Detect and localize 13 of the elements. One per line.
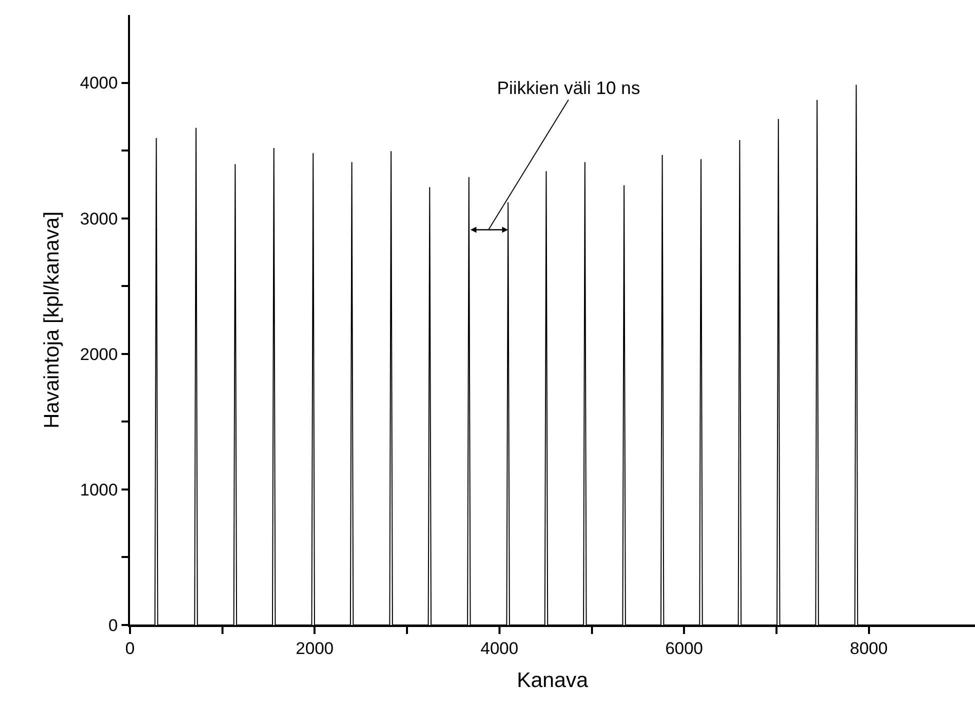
x-tick-label: 2000 [296,639,334,658]
y-axis-title: Havaintoja [kpl/kanava] [40,211,64,429]
y-tick-label: 3000 [80,209,118,228]
annotation: Piikkien väli 10 ns [497,78,640,98]
x-tick-label: 0 [125,639,135,658]
y-tick-label: 2000 [80,344,118,364]
x-tick-label: 6000 [665,639,704,658]
y-tick-label: 0 [108,616,118,635]
y-tick-label: 1000 [80,480,118,500]
x-axis-title: Kanava [516,668,588,692]
x-tick-label: 8000 [850,639,888,658]
x-tick-label: 4000 [480,639,518,658]
y-tick-label: 4000 [80,74,118,93]
